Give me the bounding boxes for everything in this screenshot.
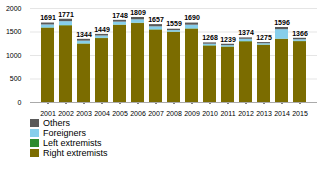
svg-text:2011: 2011 xyxy=(220,110,235,117)
html-text:Foreigners: Foreigners xyxy=(43,128,86,138)
svg-text:1748: 1748 xyxy=(112,12,128,19)
svg-text:2015: 2015 xyxy=(292,110,308,117)
svg-text:2006: 2006 xyxy=(130,110,146,117)
svg-text:1344: 1344 xyxy=(76,31,92,38)
svg-text:1374: 1374 xyxy=(238,29,254,36)
svg-text:1559: 1559 xyxy=(166,20,182,27)
html-text:Left extremists: Left extremists xyxy=(43,138,102,148)
svg-text:2008: 2008 xyxy=(166,110,182,117)
svg-text:1657: 1657 xyxy=(148,16,164,23)
svg-text:1366: 1366 xyxy=(292,30,308,37)
svg-text:2000: 2000 xyxy=(6,5,22,12)
svg-text:2012: 2012 xyxy=(238,110,254,117)
svg-text:2014: 2014 xyxy=(274,110,290,117)
svg-text:1500: 1500 xyxy=(6,28,22,35)
svg-text:1596: 1596 xyxy=(274,19,290,26)
svg-text:1449: 1449 xyxy=(94,26,110,33)
svg-text:500: 500 xyxy=(10,75,22,82)
svg-text:2005: 2005 xyxy=(112,110,128,117)
svg-text:1690: 1690 xyxy=(184,14,200,21)
svg-text:0: 0 xyxy=(18,99,22,106)
svg-text:2001: 2001 xyxy=(40,110,56,117)
svg-text:2007: 2007 xyxy=(148,110,164,117)
svg-text:2002: 2002 xyxy=(58,110,74,117)
svg-text:1239: 1239 xyxy=(220,36,236,43)
svg-text:1771: 1771 xyxy=(58,11,74,18)
svg-text:2013: 2013 xyxy=(256,110,272,117)
svg-text:1275: 1275 xyxy=(256,34,272,41)
svg-text:1691: 1691 xyxy=(40,14,56,21)
svg-text:2003: 2003 xyxy=(76,110,92,117)
svg-text:1809: 1809 xyxy=(130,9,146,16)
svg-text:2004: 2004 xyxy=(94,110,110,117)
html-text:Right extremists: Right extremists xyxy=(43,148,108,158)
html-text:Others: Others xyxy=(43,118,70,128)
svg-text:2009: 2009 xyxy=(184,110,200,117)
svg-text:1000: 1000 xyxy=(6,52,22,59)
svg-text:2010: 2010 xyxy=(202,110,218,117)
svg-text:1268: 1268 xyxy=(202,34,218,41)
